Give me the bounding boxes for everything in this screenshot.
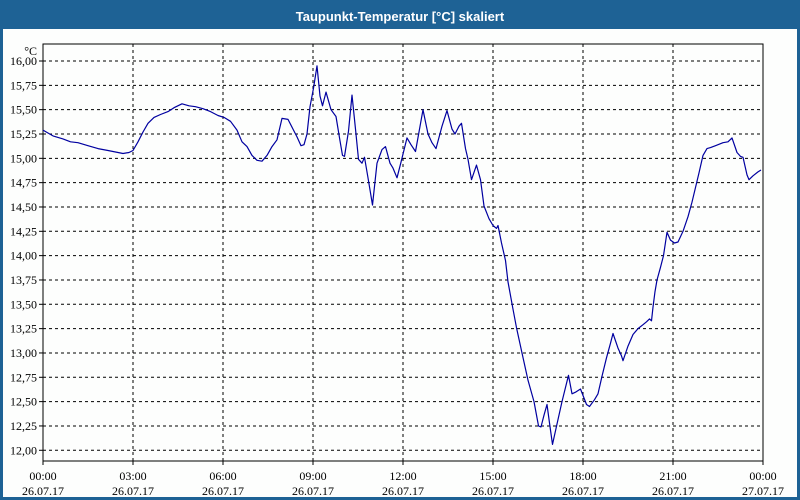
title-bar: Taupunkt-Temperatur [°C] skaliert — [3, 3, 797, 29]
y-axis-unit-label: °C — [24, 44, 37, 58]
x-axis-date-label: 26.07.17 — [562, 484, 604, 498]
y-axis-label: 14,50 — [10, 200, 37, 214]
x-axis-date-label: 26.07.17 — [202, 484, 244, 498]
x-axis-time-label: 03:00 — [119, 469, 146, 483]
x-axis-time-label: 09:00 — [299, 469, 326, 483]
y-axis-label: 15,25 — [10, 127, 37, 141]
x-axis-time-label: 00:00 — [749, 469, 776, 483]
y-axis-label: 14,25 — [10, 224, 37, 238]
y-axis-label: 14,75 — [10, 176, 37, 190]
y-axis-label: 12,50 — [10, 395, 37, 409]
plot-border — [42, 43, 764, 462]
x-axis-date-label: 26.07.17 — [472, 484, 514, 498]
y-axis-label: 15,00 — [10, 151, 37, 165]
x-axis-time-label: 12:00 — [389, 469, 416, 483]
x-axis-date-label: 26.07.17 — [292, 484, 334, 498]
x-axis-time-label: 00:00 — [29, 469, 56, 483]
y-axis-label: 16,00 — [10, 54, 37, 68]
x-axis-time-label: 21:00 — [659, 469, 686, 483]
x-axis-time-label: 18:00 — [569, 469, 596, 483]
x-axis-date-label: 27.07.17 — [742, 484, 784, 498]
window-title: Taupunkt-Temperatur [°C] skaliert — [295, 8, 505, 24]
y-axis-label: 15,50 — [10, 103, 37, 117]
y-axis-label: 13,50 — [10, 297, 37, 311]
y-axis-label: 14,00 — [10, 249, 37, 263]
y-axis-label: 12,00 — [10, 443, 37, 457]
x-axis-date-label: 26.07.17 — [382, 484, 424, 498]
x-axis-date-label: 26.07.17 — [22, 484, 64, 498]
x-axis-time-label: 15:00 — [479, 469, 506, 483]
y-axis-label: 13,75 — [10, 273, 37, 287]
x-axis-date-label: 26.07.17 — [652, 484, 694, 498]
x-axis-date-label: 26.07.17 — [112, 484, 154, 498]
temperature-line — [42, 65, 762, 445]
y-axis-label: 13,00 — [10, 346, 37, 360]
y-axis-label: 12,75 — [10, 370, 37, 384]
chart-area: 16,00 15,75 15,50 15,25 15,00 14,75 14,50 14,25… — [3, 29, 797, 497]
y-axis-label: 13,25 — [10, 322, 37, 336]
y-axis-label: 15,75 — [10, 78, 37, 92]
y-axis-label: 12,25 — [10, 419, 37, 433]
x-axis-time-label: 06:00 — [209, 469, 236, 483]
dewpoint-chart: 16,00 15,75 15,50 15,25 15,00 14,75 14,50 14,25… — [10, 43, 784, 498]
